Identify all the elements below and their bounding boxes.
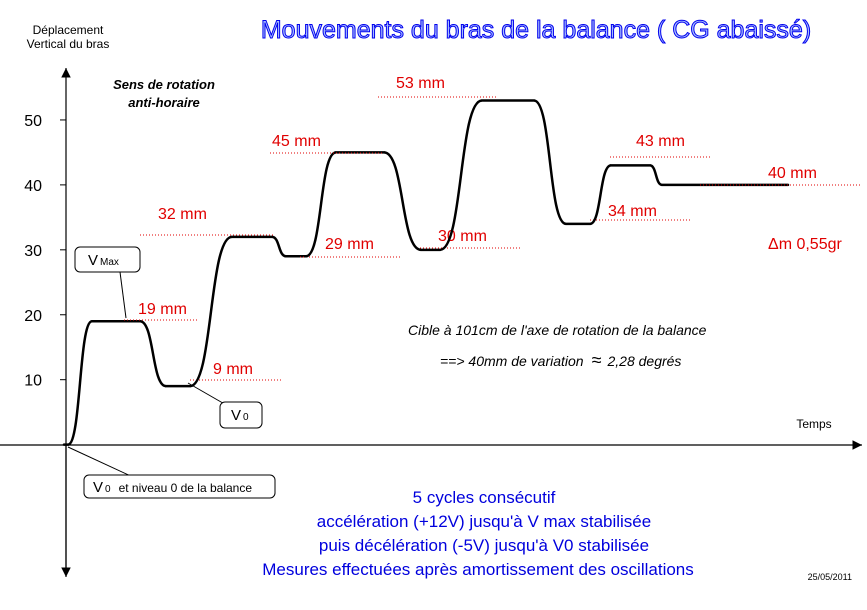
value-label: 30 mm <box>438 228 487 245</box>
callout-text: et niveau 0 de la balance <box>119 481 253 495</box>
transition <box>271 235 287 258</box>
description: puis décélération (-5V) jusqu'à V0 stabi… <box>319 536 649 555</box>
callout-text: V <box>93 479 103 496</box>
callout-pointer <box>67 446 136 479</box>
callout: V 0 et niveau 0 de la balance <box>93 479 252 496</box>
y-tick-label: 20 <box>24 308 42 325</box>
transition <box>383 151 422 252</box>
callout-text: 0 <box>105 484 111 495</box>
y-axis-label: Déplacement <box>33 23 104 37</box>
value-label: 29 mm <box>325 236 374 253</box>
y-tick-label: 40 <box>24 178 42 195</box>
y-tick-label: 10 <box>24 373 42 390</box>
y-axis-label: Vertical du bras <box>27 37 110 51</box>
chart-title: Mouvements du bras de la balance ( CG ab… <box>261 16 811 44</box>
mass-delta: Δm 0,55gr <box>768 236 843 253</box>
callout-text: V <box>88 252 98 269</box>
transition <box>67 319 93 446</box>
value-label: 40 mm <box>768 165 817 182</box>
callout-text: 0 <box>243 412 249 423</box>
y-tick-label: 50 <box>24 113 42 130</box>
transition <box>533 99 567 226</box>
value-label: 19 mm <box>138 301 187 318</box>
transition <box>189 235 233 388</box>
y-tick-label: 30 <box>24 243 42 260</box>
callout-text: Max <box>100 257 119 268</box>
date: 25/05/2011 <box>808 572 852 582</box>
callout: V Max <box>88 252 119 269</box>
value-label: 34 mm <box>608 203 657 220</box>
description: 5 cycles consécutif <box>413 488 556 507</box>
transition <box>305 151 337 258</box>
callout-text: V <box>231 407 241 424</box>
callout-box <box>83 474 276 499</box>
rotation-note: Sens de rotation <box>113 77 215 92</box>
transition <box>439 99 483 252</box>
target-note-text: ≈ <box>592 350 602 370</box>
description: accélération (+12V) jusqu'à V max stabil… <box>317 512 651 531</box>
value-label: 32 mm <box>158 206 207 223</box>
value-label: 9 mm <box>213 361 253 378</box>
x-axis-label: Temps <box>796 417 831 431</box>
callout-pointer <box>187 382 229 407</box>
target-note: ==> 40mm de variation ≈2,28 degrés <box>440 350 681 370</box>
target-note-text: 2,28 degrés <box>606 353 681 369</box>
target-note: Cible à 101cm de l'axe de rotation de la… <box>408 322 707 338</box>
callout-box <box>219 401 263 429</box>
callout-box <box>74 246 141 273</box>
value-label: 45 mm <box>272 133 321 150</box>
transition <box>649 164 663 187</box>
rotation-note: anti-horaire <box>128 95 200 110</box>
transition <box>139 319 167 388</box>
description: Mesures effectuées après amortissement d… <box>262 560 694 579</box>
callout-pointer <box>119 271 127 319</box>
value-label: 43 mm <box>636 133 685 150</box>
transition <box>589 164 612 226</box>
value-label: 53 mm <box>396 75 445 92</box>
target-note-text: ==> 40mm de variation <box>440 353 584 369</box>
